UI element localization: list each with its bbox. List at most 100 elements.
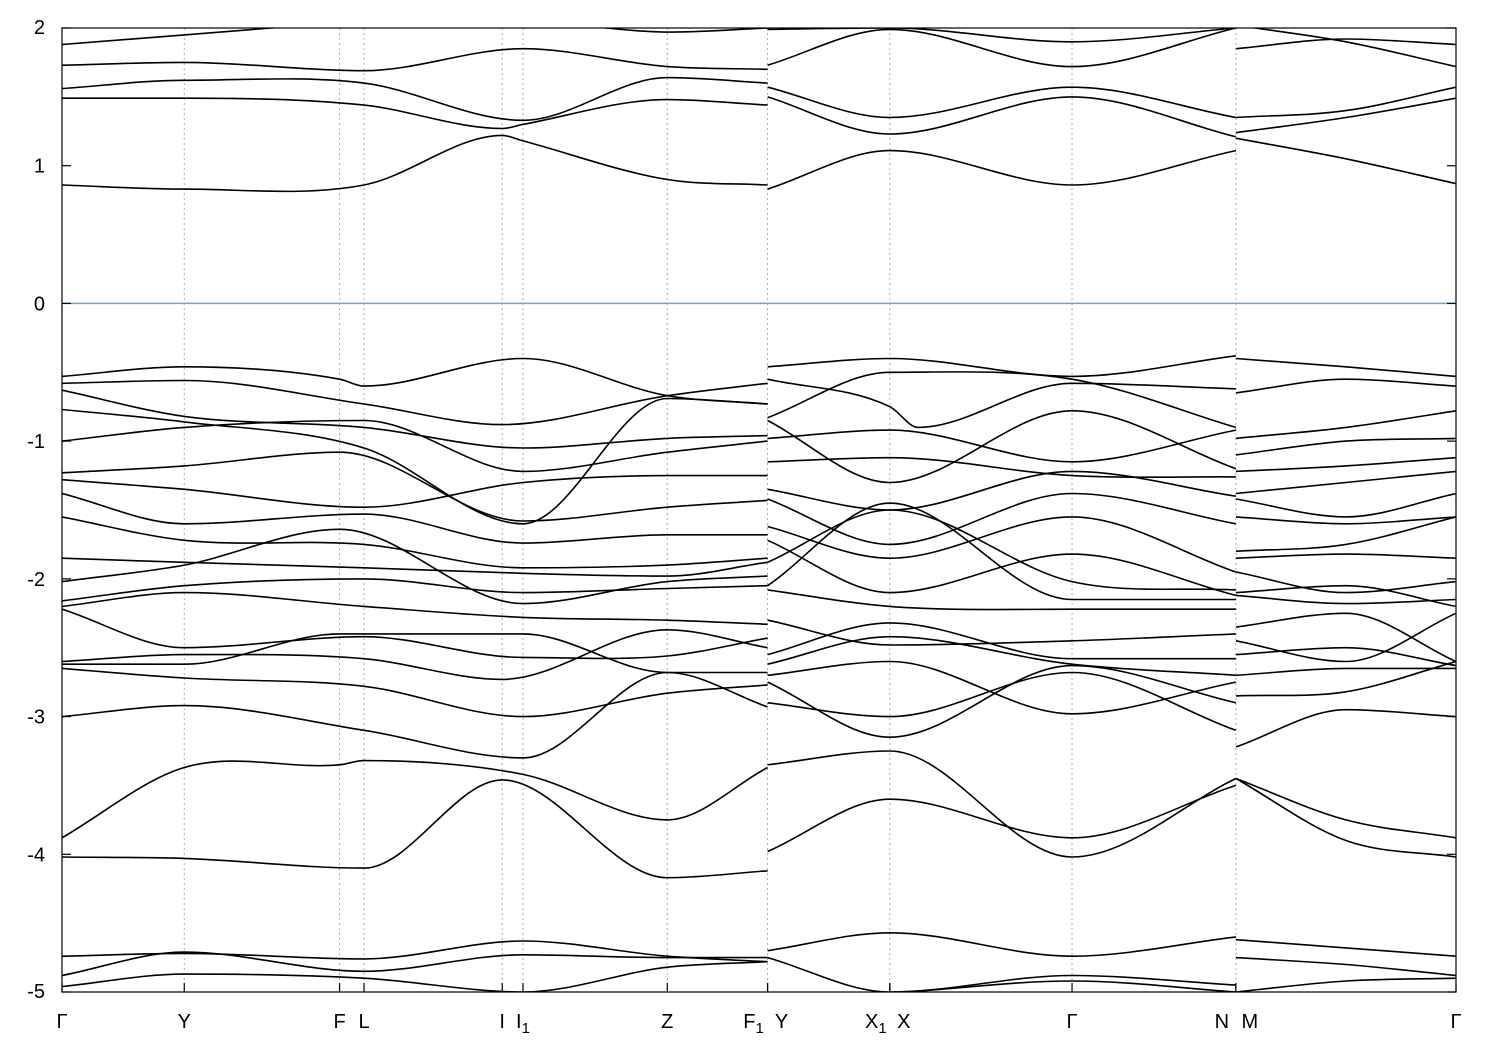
- band-line-65: [1235, 410, 1456, 440]
- band-line-26: [62, 528, 768, 605]
- x-tick-label: I1: [516, 1011, 530, 1037]
- band-line-39: [767, 355, 1236, 378]
- x-tick-label: F: [333, 1011, 345, 1033]
- x-axis: Γ Y F L I I1 Z F1 Y X1 X Γ N M Γ: [56, 983, 1462, 1037]
- x-tick-label: M: [1242, 1011, 1259, 1033]
- band-line-14: [767, 149, 1237, 190]
- band-line-68: [1235, 470, 1456, 495]
- band-line-55: [767, 660, 1237, 715]
- band-line-18: [62, 389, 768, 449]
- band-line-56: [767, 664, 1237, 739]
- band-line-35: [62, 779, 768, 879]
- band-line-77: [1235, 612, 1456, 663]
- band-line-66: [1235, 437, 1456, 456]
- x-tick-label: X: [897, 1011, 910, 1033]
- band-line-28: [62, 591, 768, 626]
- band-line-29: [62, 608, 768, 660]
- band-line-62: [905, 980, 1236, 992]
- y-tick-label: 2: [34, 17, 45, 39]
- band-line-57: [767, 671, 1237, 732]
- band-line-19: [62, 419, 768, 473]
- band-line-47: [767, 516, 1237, 573]
- band-line-6: [1249, 28, 1456, 68]
- band-line-71: [1235, 516, 1456, 553]
- x-tick-label: Z: [661, 1011, 673, 1033]
- x-tick-subscript: 1: [522, 1020, 530, 1037]
- x-tick-label: N: [1215, 1011, 1229, 1033]
- y-tick-label: -1: [27, 431, 45, 453]
- x-tick-label: I: [499, 1011, 505, 1033]
- y-tick-label: -2: [27, 569, 45, 591]
- y-tick-label: 1: [34, 156, 45, 178]
- band-line-75: [1235, 594, 1456, 605]
- band-line-30: [62, 628, 768, 681]
- y-tick-label: -5: [27, 981, 45, 1003]
- y-tick-label: 0: [34, 293, 45, 315]
- band-line-36: [62, 940, 768, 963]
- band-line-54: [767, 635, 1236, 677]
- band-line-10: [62, 97, 768, 130]
- x-tick-label: F1: [743, 1011, 764, 1037]
- band-line-63: [1235, 357, 1456, 378]
- band-line-37: [62, 951, 768, 977]
- band-line-58: [767, 750, 1237, 858]
- band-line-4: [62, 47, 768, 72]
- band-line-3: [1235, 38, 1456, 50]
- band-line-69: [1235, 492, 1456, 518]
- x-tick-label: Y: [775, 1011, 788, 1033]
- band-line-72: [1235, 553, 1456, 559]
- x-tick-label: X1: [865, 1011, 887, 1037]
- x-tick-subscript: 1: [878, 1020, 886, 1037]
- band-line-82: [1235, 777, 1456, 839]
- band-line-48: [767, 539, 1237, 597]
- band-line-41: [767, 371, 1237, 429]
- x-tick-subscript: 1: [755, 1020, 763, 1037]
- band-line-85: [1235, 956, 1456, 977]
- band-line-42: [767, 409, 1237, 484]
- band-line-60: [767, 931, 1236, 958]
- band-line-70: [1235, 516, 1456, 525]
- band-line-81: [1235, 708, 1456, 748]
- band-line-17: [62, 379, 768, 426]
- x-tick-label: Γ: [1067, 1011, 1078, 1033]
- band-line-76: [1235, 612, 1456, 663]
- band-line-7: [62, 76, 768, 122]
- x-tick-label: Y: [178, 1011, 191, 1033]
- band-line-61: [767, 956, 1236, 992]
- band-line-67: [1235, 456, 1456, 473]
- y-tick-label: -3: [27, 707, 45, 729]
- band-line-50: [767, 502, 1236, 601]
- band-line-86: [1235, 977, 1456, 992]
- band-line-12: [1235, 97, 1456, 134]
- band-line-53: [767, 622, 1236, 660]
- band-line-59: [767, 784, 1237, 853]
- band-line-21: [62, 451, 768, 522]
- band-line-40: [767, 378, 1236, 429]
- band-line-23: [62, 492, 768, 544]
- band-line-73: [1235, 571, 1456, 594]
- band-line-79: [1235, 667, 1456, 677]
- band-line-5: [767, 28, 1237, 68]
- bands-group: [62, 28, 1456, 992]
- band-line-32: [62, 667, 768, 718]
- band-line-38: [62, 960, 768, 992]
- plot-frame: [61, 27, 1457, 993]
- x-tick-label: Γ: [56, 1011, 67, 1033]
- band-line-8: [767, 86, 1237, 119]
- band-line-27: [62, 578, 768, 602]
- band-line-49: [767, 509, 1236, 591]
- band-line-80: [1235, 660, 1456, 697]
- band-line-84: [1235, 938, 1456, 957]
- band-line-74: [1235, 584, 1456, 608]
- band-line-11: [767, 96, 1237, 138]
- band-line-22: [62, 474, 768, 509]
- y-tick-label: -4: [27, 844, 45, 866]
- x-tick-label: L: [358, 1011, 369, 1033]
- band-line-15: [1235, 137, 1456, 185]
- band-line-46: [767, 492, 1237, 546]
- x-tick-label: Γ: [1450, 1011, 1461, 1033]
- band-line-51: [767, 589, 1236, 611]
- band-line-1: [597, 28, 768, 33]
